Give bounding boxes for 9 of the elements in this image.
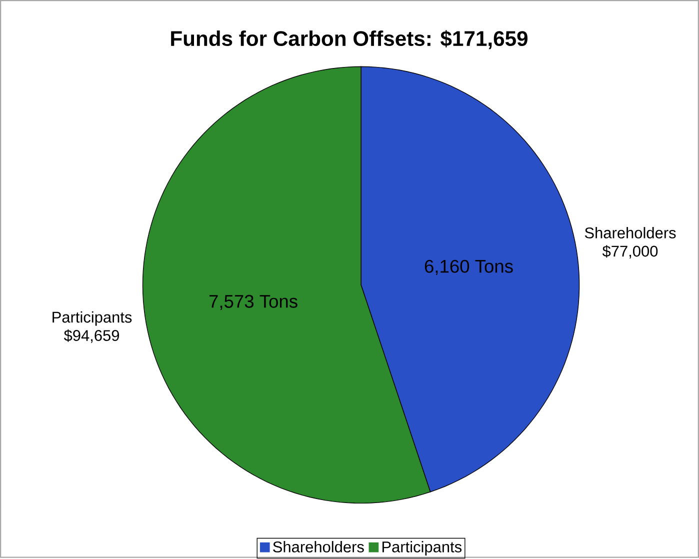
- text: 7,573 Tons: [209, 295, 298, 310]
- slice-label: Shareholders: [584, 227, 676, 239]
- legend-label: Shareholders: [273, 541, 364, 553]
- legend-label: Participants: [382, 541, 462, 556]
- text: 6,160 Tons: [424, 260, 513, 276]
- chart-title: Funds for Carbon Offsets: $171,659: [171, 30, 528, 50]
- slice-label: Participants: [52, 312, 132, 326]
- data-label: $77,000: [602, 245, 658, 259]
- data-label: $94,659: [64, 330, 120, 344]
